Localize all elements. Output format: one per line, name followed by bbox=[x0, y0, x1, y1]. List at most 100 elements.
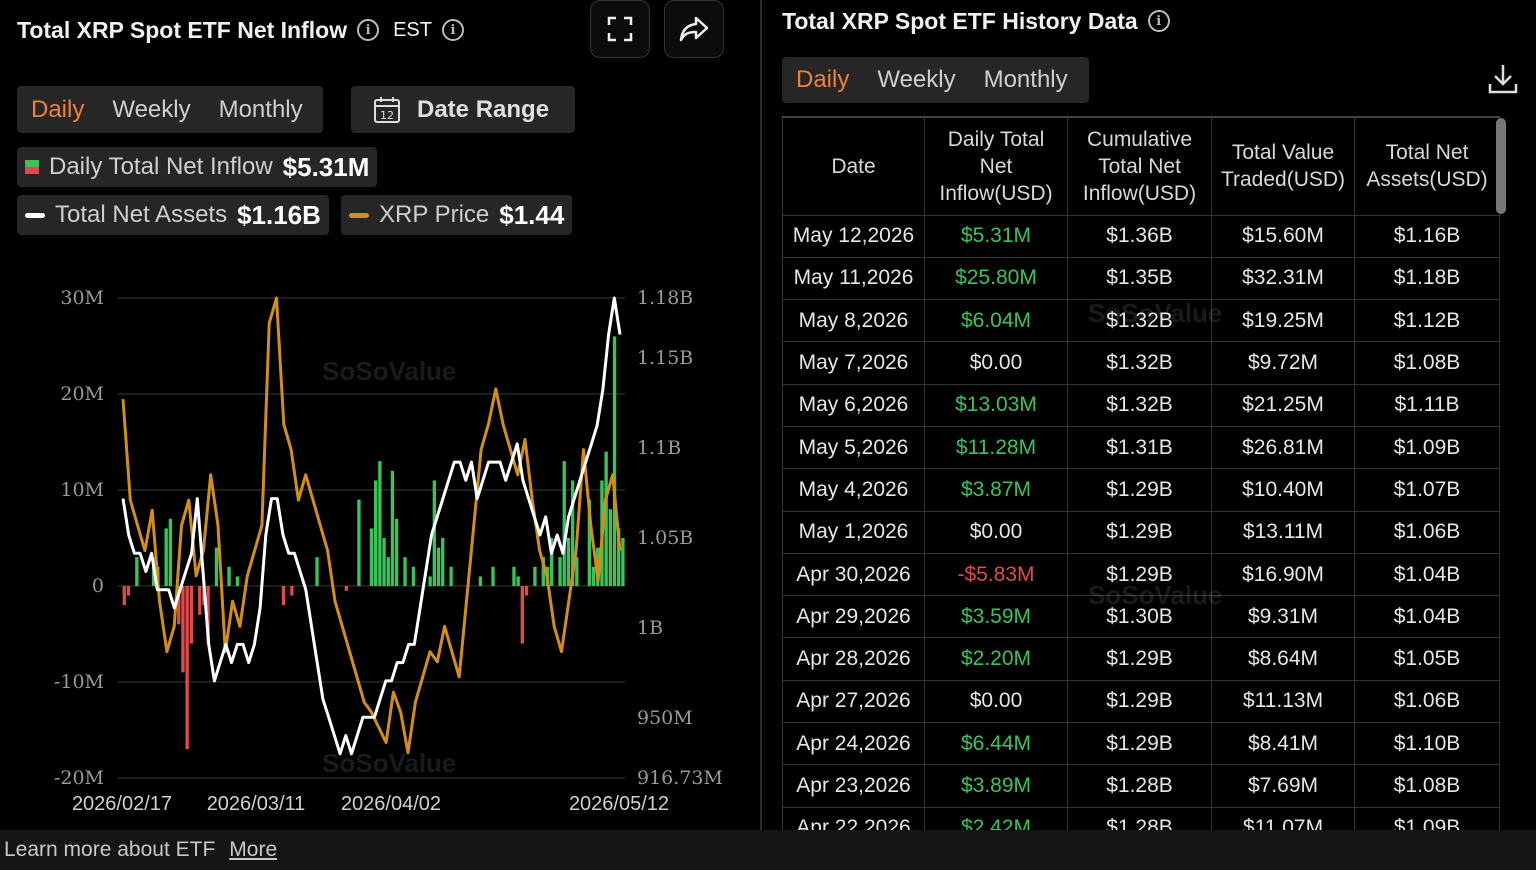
cell-assets: $1.05B bbox=[1354, 637, 1500, 681]
inflow-bar bbox=[524, 586, 529, 596]
x-tick: 2026/02/17 bbox=[72, 793, 172, 815]
cell-cum: $1.32B bbox=[1067, 384, 1212, 427]
table-row: Apr 22,2026 $2.42M $1.28B $11.07M $1.09B bbox=[782, 807, 1500, 830]
table-row: May 5,2026 $11.28M $1.31B $26.81M $1.09B bbox=[782, 426, 1500, 470]
history-tab-weekly[interactable]: Weekly bbox=[877, 66, 956, 93]
download-icon bbox=[1488, 65, 1518, 94]
cell-traded: $10.40M bbox=[1211, 468, 1355, 512]
table-scrollbar[interactable] bbox=[1496, 118, 1506, 214]
tab-weekly[interactable]: Weekly bbox=[112, 95, 191, 123]
cell-date: Apr 27,2026 bbox=[782, 680, 925, 724]
inflow-bar bbox=[608, 509, 613, 586]
inflow-bar bbox=[369, 528, 374, 586]
inflow-bar bbox=[449, 566, 453, 586]
cell-traded: $19.25M bbox=[1211, 299, 1355, 343]
inflow-bar bbox=[566, 538, 571, 586]
price-stat: XRP Price $1.44 bbox=[341, 195, 573, 235]
assets-stat-label: Total Net Assets bbox=[55, 201, 228, 228]
inflow-bar bbox=[432, 480, 437, 586]
history-tab-daily[interactable]: Daily bbox=[796, 66, 850, 93]
cell-cum: $1.31B bbox=[1067, 426, 1212, 470]
inflow-panel: Total XRP Spot ETF Net Inflow i EST i Da… bbox=[0, 0, 760, 830]
y-right-tick: 1.15B bbox=[637, 347, 693, 369]
table-row: May 11,2026 $25.80M $1.35B $32.31M $1.18B bbox=[782, 257, 1500, 301]
column-header-0: Date bbox=[782, 116, 925, 216]
cell-date: May 1,2026 bbox=[782, 511, 925, 554]
fullscreen-button[interactable] bbox=[590, 0, 650, 58]
table-row: May 1,2026 $0.00 $1.29B $13.11M $1.06B bbox=[782, 511, 1500, 554]
cell-date: May 12,2026 bbox=[782, 215, 925, 258]
inflow-bar bbox=[596, 547, 600, 586]
download-button[interactable] bbox=[1486, 62, 1520, 101]
inflow-bar bbox=[411, 566, 416, 586]
inflow-bar bbox=[378, 461, 382, 586]
share-button[interactable] bbox=[664, 0, 724, 58]
table-row: Apr 30,2026 -$5.83M $1.29B $16.90M $1.04B bbox=[782, 553, 1500, 597]
table-header-row: Date Daily Total Net Inflow(USD) Cumulative T… bbox=[782, 116, 1500, 216]
table-row: Apr 27,2026 $0.00 $1.29B $11.13M $1.06B bbox=[782, 680, 1500, 724]
tab-daily[interactable]: Daily bbox=[31, 95, 85, 123]
cell-inflow: $5.31M bbox=[924, 215, 1068, 258]
inflow-bar bbox=[374, 480, 378, 586]
inflow-bar bbox=[181, 586, 185, 673]
column-header-4: Total Net Assets(USD) bbox=[1354, 116, 1500, 216]
price-swatch bbox=[349, 212, 369, 218]
y-left-tick: -20M bbox=[54, 767, 104, 789]
cell-cum: $1.29B bbox=[1067, 511, 1212, 554]
y-left-tick: 0 bbox=[92, 575, 104, 597]
cell-assets: $1.09B bbox=[1354, 426, 1500, 470]
inflow-bar bbox=[177, 586, 181, 625]
inflow-bar bbox=[436, 547, 441, 586]
cell-assets: $1.06B bbox=[1354, 680, 1500, 724]
cell-traded: $13.11M bbox=[1211, 511, 1355, 554]
table-row: May 8,2026 $6.04M $1.32B $19.25M $1.12B bbox=[782, 299, 1500, 343]
share-icon bbox=[679, 16, 709, 42]
cell-cum: $1.29B bbox=[1067, 553, 1212, 597]
inflow-bar bbox=[591, 566, 596, 586]
inflow-bar bbox=[227, 566, 231, 586]
table-row: Apr 28,2026 $2.20M $1.29B $8.64M $1.05B bbox=[782, 637, 1500, 681]
inflow-bar bbox=[164, 528, 168, 586]
inflow-bar bbox=[621, 538, 625, 586]
column-header-1: Daily Total Net Inflow(USD) bbox=[924, 116, 1068, 216]
cell-traded: $8.64M bbox=[1211, 637, 1355, 681]
assets-stat-value: $1.16B bbox=[237, 199, 321, 230]
info-icon[interactable]: i bbox=[357, 19, 380, 41]
cell-cum: $1.32B bbox=[1067, 299, 1212, 343]
cell-traded: $7.69M bbox=[1211, 764, 1355, 808]
cell-assets: $1.08B bbox=[1354, 341, 1500, 385]
history-panel: Total XRP Spot ETF History Data i Daily … bbox=[760, 0, 1536, 830]
inflow-period-tabs: Daily Weekly Monthly bbox=[17, 86, 323, 133]
table-row: May 6,2026 $13.03M $1.32B $21.25M $1.11B bbox=[782, 384, 1500, 427]
inflow-bar bbox=[189, 586, 194, 644]
cell-date: May 8,2026 bbox=[782, 299, 925, 343]
inflow-bar bbox=[533, 566, 537, 586]
inflow-bar bbox=[478, 576, 483, 586]
cell-assets: $1.18B bbox=[1354, 257, 1500, 301]
more-link[interactable]: More bbox=[229, 838, 278, 861]
cell-date: May 11,2026 bbox=[782, 257, 925, 301]
cell-cum: $1.35B bbox=[1067, 257, 1212, 301]
cell-cum: $1.36B bbox=[1067, 215, 1212, 258]
cell-inflow: $0.00 bbox=[924, 511, 1068, 554]
y-right-tick: 950M bbox=[637, 707, 693, 729]
inflow-bar bbox=[235, 576, 240, 586]
cell-traded: $11.13M bbox=[1211, 680, 1355, 724]
inflow-bar bbox=[135, 557, 139, 586]
cell-inflow: $11.28M bbox=[924, 426, 1068, 470]
cell-date: Apr 28,2026 bbox=[782, 637, 925, 681]
cell-date: Apr 24,2026 bbox=[782, 722, 925, 766]
timezone-info-icon[interactable]: i bbox=[442, 19, 464, 41]
history-tab-monthly[interactable]: Monthly bbox=[983, 66, 1068, 93]
y-left-tick: 10M bbox=[60, 479, 104, 501]
y-left-tick: 20M bbox=[60, 383, 104, 405]
cell-date: Apr 30,2026 bbox=[782, 553, 925, 597]
date-range-button[interactable]: 12 Date Range bbox=[351, 86, 575, 133]
inflow-bar bbox=[185, 586, 189, 750]
inflow-bar bbox=[604, 451, 608, 586]
inflow-bar bbox=[357, 499, 361, 586]
cell-cum: $1.29B bbox=[1067, 722, 1212, 766]
inflow-bar bbox=[394, 518, 399, 586]
tab-monthly[interactable]: Monthly bbox=[218, 95, 303, 123]
history-info-icon[interactable]: i bbox=[1147, 10, 1170, 32]
